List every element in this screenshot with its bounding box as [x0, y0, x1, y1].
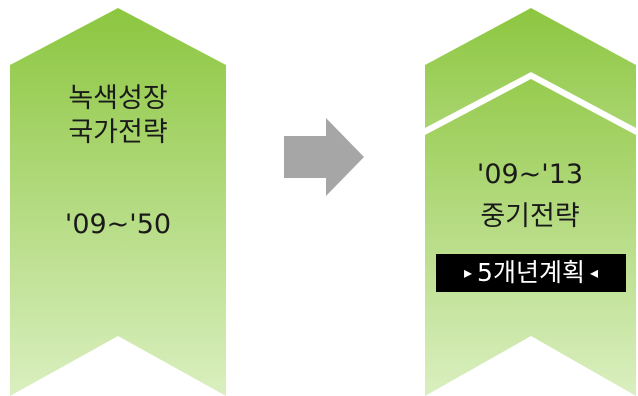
left-period: '09~'50	[64, 209, 172, 240]
plan-badge-label: 5개년계획	[477, 258, 585, 287]
left-title-line1: 녹색성장	[68, 83, 168, 114]
triangle-right-icon: ▸	[464, 263, 473, 282]
right-period: '09~'13	[476, 159, 584, 190]
plan-badge: ▸ 5개년계획 ◂	[436, 254, 626, 292]
right-chevron-top	[425, 8, 636, 128]
triangle-left-icon: ◂	[589, 263, 598, 282]
right-arrow-icon	[284, 118, 364, 196]
left-chevron-block	[10, 8, 226, 396]
left-title-line2: 국가전략	[68, 117, 168, 148]
right-chevron-main	[425, 79, 636, 396]
right-title: 중기전략	[480, 201, 580, 232]
